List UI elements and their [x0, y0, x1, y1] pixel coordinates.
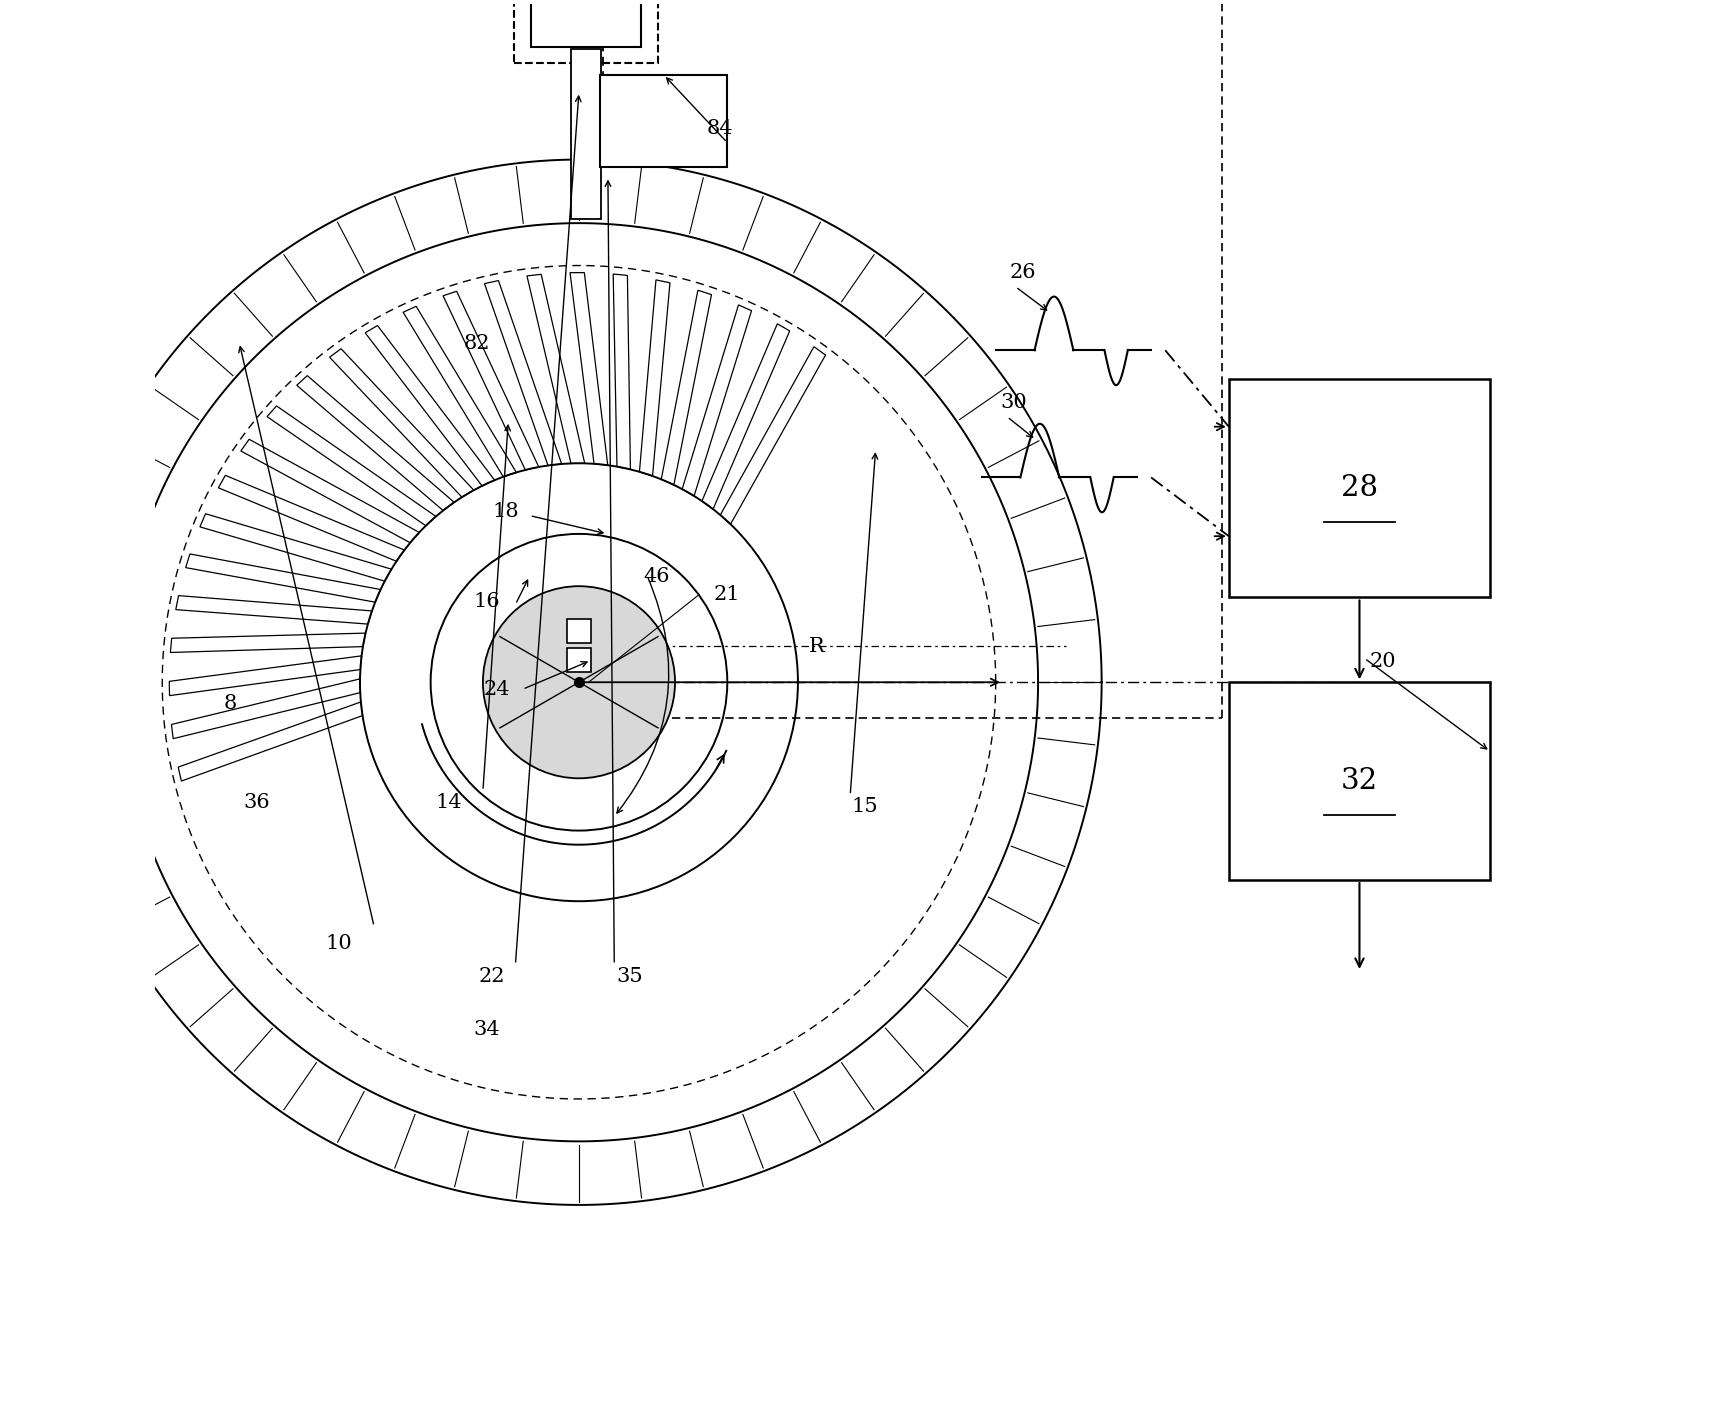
Text: 28: 28	[1340, 475, 1378, 502]
Text: 84: 84	[706, 119, 734, 138]
Bar	[567, 618, 591, 642]
Text: 30: 30	[1001, 394, 1027, 412]
Text: 82: 82	[463, 334, 491, 352]
Text: 26: 26	[1010, 263, 1036, 283]
Text: 8: 8	[224, 693, 236, 713]
Text: 22: 22	[477, 966, 505, 986]
Circle shape	[482, 587, 675, 779]
Bar	[513, 0, 658, 64]
Text: 14: 14	[436, 793, 462, 811]
Bar	[572, 50, 601, 219]
Bar	[531, 0, 641, 47]
Text: 35: 35	[617, 966, 643, 986]
Text: 34: 34	[474, 1020, 500, 1039]
Text: R: R	[808, 638, 824, 657]
Bar	[600, 75, 727, 166]
Text: 16: 16	[474, 593, 500, 611]
Bar	[1228, 378, 1490, 597]
Bar	[567, 648, 591, 672]
Text: 46: 46	[643, 567, 670, 585]
Text: 32: 32	[1340, 767, 1378, 796]
Text: 15: 15	[851, 797, 877, 816]
Text: 10: 10	[326, 934, 351, 953]
Text: 21: 21	[713, 585, 741, 604]
Text: 24: 24	[484, 679, 510, 699]
Text: 36: 36	[243, 793, 271, 811]
Text: 20: 20	[1370, 652, 1396, 671]
Text: 18: 18	[493, 502, 519, 522]
Bar	[1228, 682, 1490, 880]
